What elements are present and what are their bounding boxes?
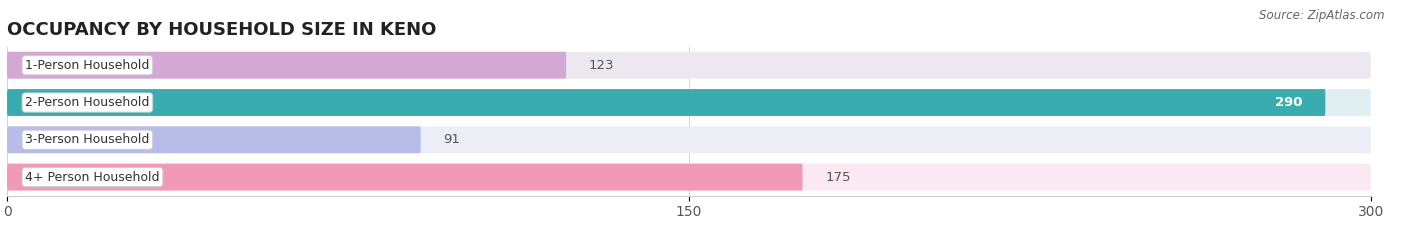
FancyBboxPatch shape [7, 89, 1371, 116]
Text: 175: 175 [825, 171, 851, 184]
FancyBboxPatch shape [7, 164, 1371, 191]
FancyBboxPatch shape [7, 126, 420, 153]
Text: 123: 123 [589, 59, 614, 72]
Text: 3-Person Household: 3-Person Household [25, 133, 149, 146]
FancyBboxPatch shape [7, 126, 1371, 153]
Text: 2-Person Household: 2-Person Household [25, 96, 149, 109]
Text: 290: 290 [1275, 96, 1302, 109]
Text: 91: 91 [443, 133, 460, 146]
FancyBboxPatch shape [7, 52, 567, 79]
FancyBboxPatch shape [7, 164, 803, 191]
Text: 4+ Person Household: 4+ Person Household [25, 171, 160, 184]
FancyBboxPatch shape [7, 89, 1326, 116]
FancyBboxPatch shape [7, 52, 1371, 79]
Text: Source: ZipAtlas.com: Source: ZipAtlas.com [1260, 9, 1385, 22]
Text: OCCUPANCY BY HOUSEHOLD SIZE IN KENO: OCCUPANCY BY HOUSEHOLD SIZE IN KENO [7, 21, 436, 39]
Text: 1-Person Household: 1-Person Household [25, 59, 149, 72]
